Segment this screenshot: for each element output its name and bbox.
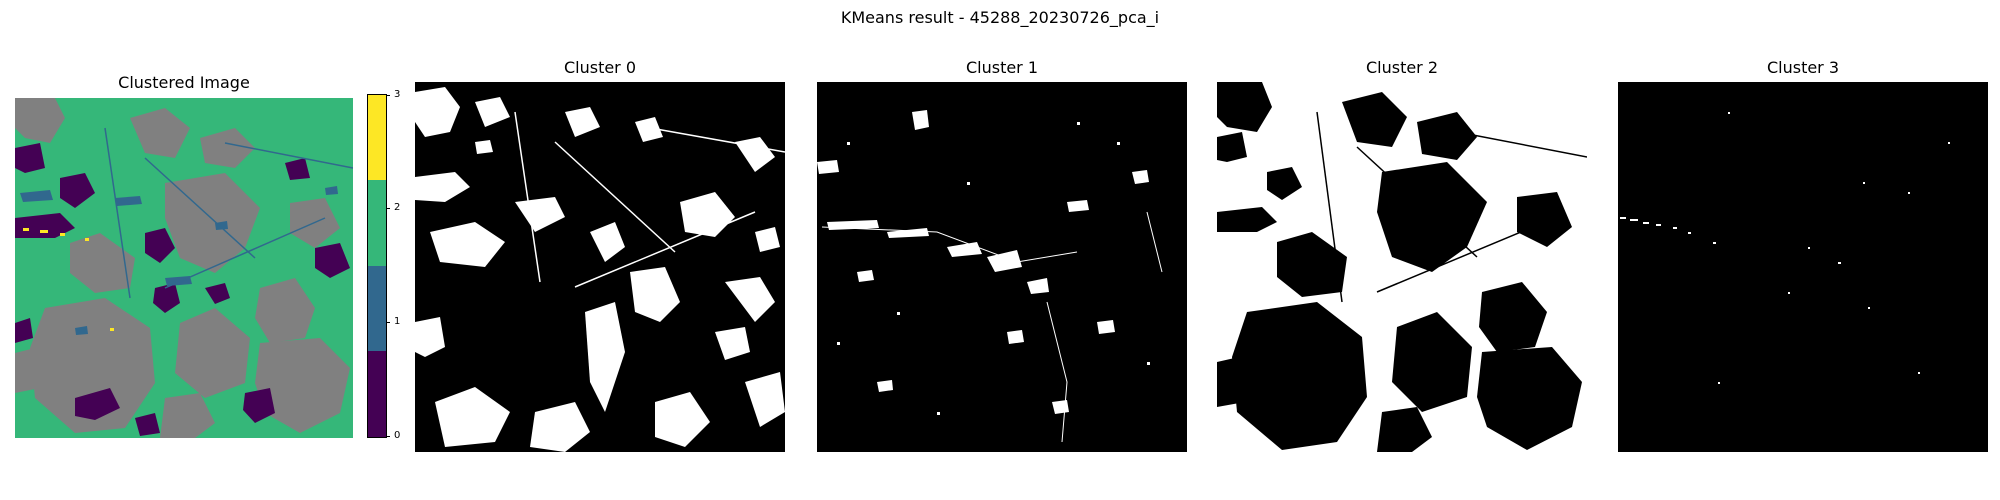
colorbar (367, 94, 387, 438)
clustered-image-panel: Clustered Image (15, 70, 353, 440)
figure-title: KMeans result - 45288_20230726_pca_i (0, 8, 2000, 27)
colorbar-tick-1 (386, 322, 390, 323)
colorbar-tick-0 (386, 436, 390, 437)
colorbar-label-3: 3 (394, 90, 400, 100)
colorbar-tick-2 (386, 208, 390, 209)
cluster-2-mask (1217, 82, 1587, 452)
clustered-image-svg (15, 98, 353, 438)
clustered-image-title: Clustered Image (15, 73, 353, 92)
cluster-2-panel: Cluster 2 (1217, 55, 1587, 455)
cluster-0-mask (415, 82, 785, 452)
cluster-0-title: Cluster 0 (415, 58, 785, 77)
cluster-3-mask-svg (1618, 82, 1988, 452)
cluster-1-panel: Cluster 1 (817, 55, 1187, 455)
colorbar-segment-1 (368, 266, 386, 351)
cluster-0-mask-svg (415, 82, 785, 452)
cluster-3-panel: Cluster 3 (1618, 55, 1988, 455)
colorbar-label-2: 2 (394, 203, 400, 213)
colorbar-segment-2 (368, 180, 386, 266)
colorbar-tick-3 (386, 95, 390, 96)
colorbar-segment-3 (368, 95, 386, 180)
colorbar-segment-0 (368, 351, 386, 437)
cluster-3-title: Cluster 3 (1618, 58, 1988, 77)
cluster-3-mask (1618, 82, 1988, 452)
cluster-2-title: Cluster 2 (1217, 58, 1587, 77)
colorbar-label-0: 0 (394, 431, 400, 441)
clustered-image (15, 98, 353, 438)
colorbar-label-1: 1 (394, 317, 400, 327)
cluster-1-title: Cluster 1 (817, 58, 1187, 77)
cluster-1-mask-svg (817, 82, 1187, 452)
cluster-2-mask-svg (1217, 82, 1587, 452)
cluster-1-mask (817, 82, 1187, 452)
cluster-0-panel: Cluster 0 (415, 55, 785, 455)
